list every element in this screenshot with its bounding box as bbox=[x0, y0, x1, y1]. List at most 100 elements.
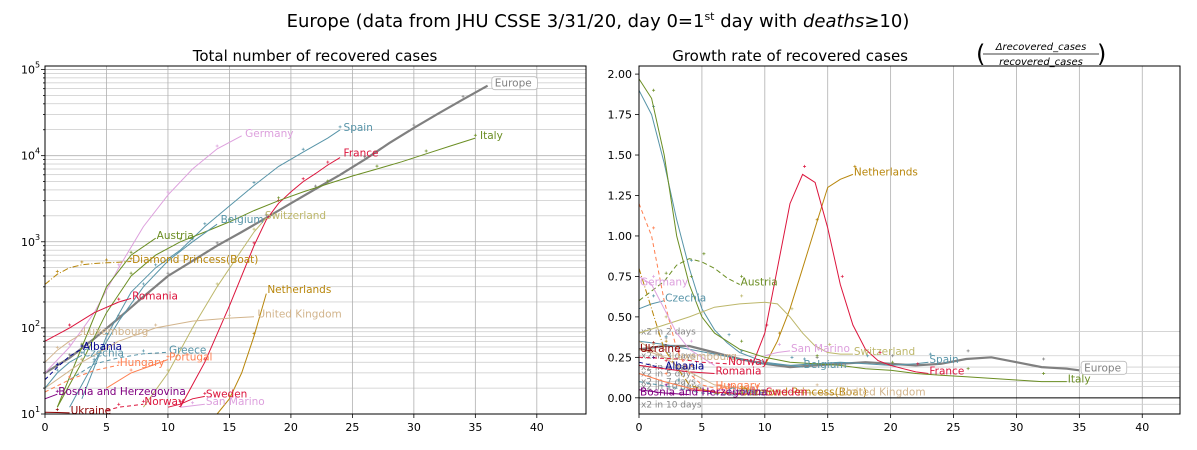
left-marker-belgium bbox=[191, 237, 195, 241]
right-marker-norway bbox=[677, 349, 681, 353]
right-marker-luxembourg bbox=[652, 342, 656, 346]
left-series-line-albania bbox=[44, 348, 83, 381]
right-label-bosnia-and-herzegovina: Bosnia and Herzegovina bbox=[640, 387, 768, 399]
left-marker-europe bbox=[314, 184, 317, 188]
left-xtick-label: 5 bbox=[103, 421, 110, 434]
left-marker-san-marino bbox=[191, 401, 195, 405]
left-series-line-norway bbox=[106, 403, 144, 411]
left-label-germany: Germany bbox=[245, 128, 293, 140]
left-label-europe: Europe bbox=[495, 78, 532, 90]
left-marker-europe bbox=[264, 213, 268, 217]
left-series-line-luxembourg bbox=[44, 333, 83, 363]
left-label-france: France bbox=[344, 148, 379, 160]
right-marker-spain bbox=[865, 354, 869, 358]
left-marker-spain bbox=[338, 125, 342, 129]
right-marker-italy bbox=[740, 339, 744, 343]
right-label-spain: Spain bbox=[929, 354, 958, 366]
left-marker-france bbox=[301, 177, 305, 181]
left-marker-italy bbox=[424, 149, 428, 153]
left-series-line-greece bbox=[69, 351, 169, 381]
right-label-czechia: Czechia bbox=[665, 293, 706, 305]
right-marker-italy bbox=[652, 88, 656, 92]
right-marker-austria bbox=[702, 252, 706, 256]
right-marker-switzerland bbox=[790, 307, 794, 311]
left-marker-albania bbox=[55, 362, 59, 366]
left-marker-italy bbox=[227, 217, 231, 221]
right-reference-label: x2 in 10 days bbox=[641, 400, 702, 410]
left-label-switzerland: Switzerland bbox=[265, 210, 326, 222]
left-label-united-kingdom: United Kingdom bbox=[257, 309, 341, 321]
right-series-group bbox=[638, 78, 1080, 396]
right-label-ukraine: Ukraine bbox=[640, 343, 681, 355]
left-series-line-ukraine bbox=[44, 411, 70, 414]
left-series-line-romania bbox=[44, 297, 132, 342]
right-label-norway: Norway bbox=[728, 356, 768, 368]
right-marker-united-kingdom bbox=[677, 355, 681, 359]
left-marker-united-kingdom bbox=[154, 323, 158, 327]
right-series-line-netherlands bbox=[764, 173, 854, 366]
right-marker-belgium bbox=[740, 349, 744, 353]
left-xtick-label: 25 bbox=[345, 421, 359, 434]
left-marker-czechia bbox=[80, 350, 84, 354]
right-marker-bosnia-and-herzegovina bbox=[664, 383, 668, 387]
left-y-axis: 101 102 103 104 105 bbox=[21, 61, 45, 421]
left-marker-germany bbox=[215, 144, 219, 148]
left-marker-italy bbox=[178, 237, 182, 241]
left-marker-germany bbox=[68, 342, 72, 346]
right-reference-label: x2 in 4 days bbox=[641, 363, 696, 373]
left-marker-united-kingdom bbox=[227, 313, 231, 317]
left-marker-ukraine bbox=[55, 408, 59, 412]
right-series-line-portugal bbox=[638, 373, 715, 392]
left-marker-germany bbox=[166, 190, 170, 194]
left-plot-frame bbox=[44, 65, 587, 415]
left-ytick-label: 101 bbox=[21, 405, 40, 421]
right-xtick-label: 5 bbox=[698, 421, 705, 434]
right-marker-sweden bbox=[727, 383, 731, 387]
right-series-line-switzerland bbox=[638, 301, 853, 355]
left-marker-switzerland bbox=[166, 368, 170, 372]
right-marker-germany bbox=[689, 339, 693, 343]
left-marker-diamond-princess-boat bbox=[80, 260, 84, 264]
right-label-italy: Italy bbox=[1068, 374, 1091, 386]
left-marker-sweden bbox=[203, 392, 207, 396]
left-marker-portugal bbox=[129, 368, 133, 372]
left-marker-hungary bbox=[117, 360, 121, 364]
left-marker-france bbox=[326, 160, 330, 164]
right-marker-portugal bbox=[664, 372, 668, 376]
right-label-sweden: Sweden bbox=[766, 387, 808, 399]
right-ytick-label: 0.00 bbox=[608, 392, 633, 405]
left-marker-italy bbox=[129, 271, 133, 275]
left-marker-diamond-princess-boat bbox=[129, 257, 133, 261]
left-ytick-label: 103 bbox=[21, 233, 40, 249]
right-marker-hungary bbox=[652, 226, 656, 230]
right-series-labels: Europe Spain Netherlands France Italy Austria… bbox=[640, 166, 1128, 399]
right-marker-greece bbox=[677, 378, 681, 382]
left-marker-germany bbox=[117, 263, 121, 267]
right-series-line-austria bbox=[638, 258, 740, 302]
right-ytick-label: 0.25 bbox=[608, 351, 633, 364]
right-marker-italy bbox=[815, 354, 819, 358]
right-marker-spain bbox=[727, 333, 731, 337]
right-marker-germany bbox=[652, 274, 656, 278]
left-label-ukraine: Ukraine bbox=[71, 405, 112, 417]
right-marker-europe bbox=[1042, 357, 1046, 361]
right-label-greece: Greece bbox=[728, 387, 765, 399]
right-marker-switzerland bbox=[664, 315, 668, 319]
right-marker-austria bbox=[664, 271, 668, 275]
right-series-line-albania bbox=[638, 361, 665, 370]
right-label-netherlands: Netherlands bbox=[854, 166, 918, 178]
left-marker-czechia bbox=[55, 368, 59, 372]
left-series-line-hungary bbox=[44, 364, 119, 393]
left-marker-luxembourg bbox=[55, 345, 59, 349]
left-marker-italy bbox=[473, 133, 477, 137]
left-series-line-germany bbox=[44, 135, 242, 374]
left-marker-spain bbox=[301, 147, 305, 151]
right-ytick-label: 0.75 bbox=[608, 270, 633, 283]
right-label-europe: Europe bbox=[1084, 362, 1121, 374]
left-label-bosnia-and-herzegovina: Bosnia and Herzegovina bbox=[58, 386, 186, 398]
left-marker-switzerland bbox=[215, 282, 219, 286]
left-marker-europe bbox=[68, 353, 72, 357]
right-label-box-europe bbox=[1080, 360, 1128, 375]
right-label-san-marino: San Marino bbox=[791, 343, 850, 355]
right-title-fraction-numerator: Δrecovered_cases bbox=[995, 42, 1087, 53]
